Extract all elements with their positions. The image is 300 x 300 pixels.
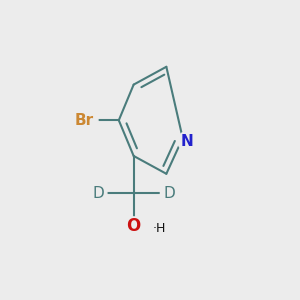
- Text: O: O: [127, 217, 141, 235]
- Circle shape: [89, 184, 107, 202]
- Circle shape: [178, 132, 197, 151]
- Circle shape: [71, 107, 98, 134]
- Circle shape: [125, 217, 142, 235]
- Text: Br: Br: [75, 113, 94, 128]
- Text: N: N: [181, 134, 194, 148]
- Text: ·H: ·H: [153, 222, 166, 235]
- Circle shape: [160, 184, 178, 202]
- Text: D: D: [92, 186, 104, 201]
- Text: D: D: [164, 186, 175, 201]
